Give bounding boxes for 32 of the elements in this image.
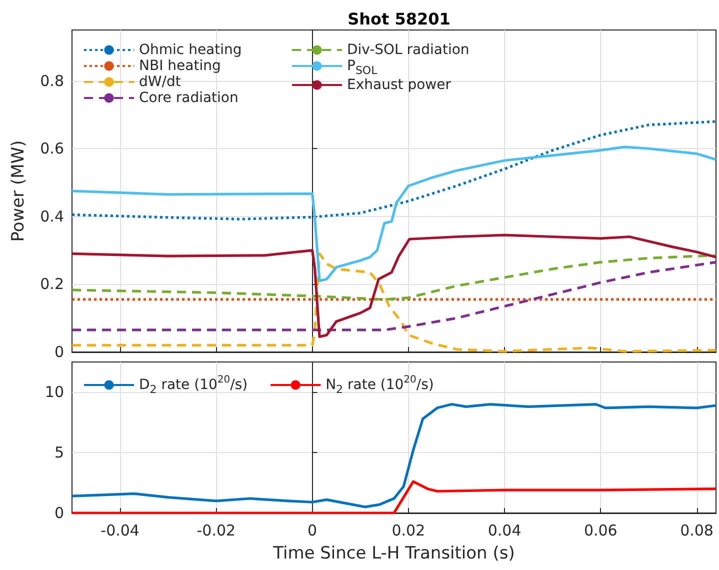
x-tick-label: 0.04 [488,522,522,540]
line-series [70,146,718,282]
y-tick-label: 0.8 [40,72,64,90]
legend-label: Div-SOL radiation [347,42,470,58]
legend-label: Core radiation [139,90,238,106]
y-tick-label: 0 [54,504,64,522]
x-tick-label: 0.08 [680,522,714,540]
chart-title: Shot 58201 [348,10,450,28]
line-series [70,252,718,353]
legend-label: NBI heating [139,58,221,74]
x-tick-label: 0.02 [392,522,426,540]
x-tick-label: 0.06 [584,522,618,540]
x-tick-label: 0 [308,522,318,540]
legend-label: Ohmic heating [139,42,242,58]
line-series [70,234,718,338]
x-axis-title: Time Since L-H Transition (s) [272,544,515,564]
y-tick-label: 0.6 [40,140,64,158]
line-series [70,260,718,332]
y-axis-title: Power (MW) [8,140,28,242]
y-tick-label: 10 [44,383,64,402]
line-series [70,254,718,301]
x-tick-label: -0.04 [100,522,140,540]
line-series [70,402,718,508]
y-tick-label: 5 [54,444,64,462]
line-series [70,480,718,514]
legend-label: dW/dt [139,74,182,90]
x-tick-label: -0.02 [196,522,236,540]
line-series [70,120,718,220]
y-tick-label: 0 [54,343,64,361]
y-tick-label: 0.2 [40,275,64,294]
y-tick-label: 0.4 [40,207,64,226]
legend-label: Exhaust power [347,77,452,93]
